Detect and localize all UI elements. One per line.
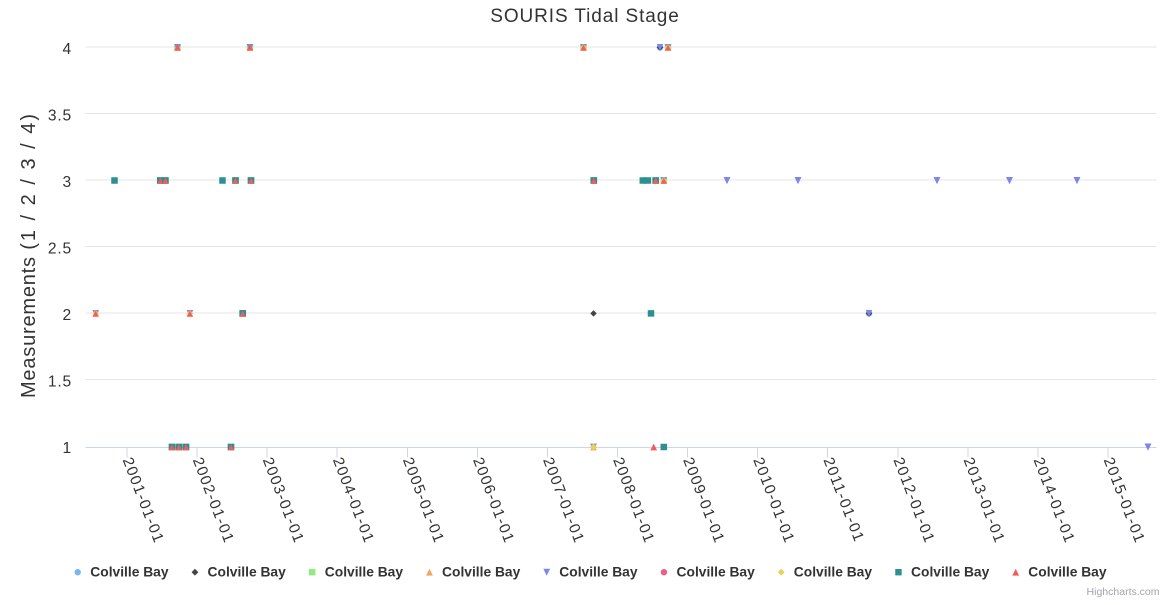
svg-text:SOURIS Tidal Stage: SOURIS Tidal Stage <box>490 6 679 27</box>
svg-text:Colville Bay: Colville Bay <box>90 565 169 580</box>
svg-text:Colville Bay: Colville Bay <box>559 565 638 580</box>
svg-text:Colville Bay: Colville Bay <box>208 565 287 580</box>
svg-text:Colville Bay: Colville Bay <box>325 565 404 580</box>
svg-text:1.5: 1.5 <box>48 374 72 391</box>
svg-text:Colville Bay: Colville Bay <box>794 565 873 580</box>
svg-text:Colville Bay: Colville Bay <box>911 565 990 580</box>
svg-text:Highcharts.com: Highcharts.com <box>1087 586 1160 598</box>
svg-text:Colville Bay: Colville Bay <box>677 565 756 580</box>
svg-text:Colville Bay: Colville Bay <box>442 565 521 580</box>
svg-text:2.5: 2.5 <box>48 241 72 258</box>
svg-text:1: 1 <box>63 440 72 457</box>
svg-text:4: 4 <box>63 41 72 58</box>
svg-text:Measurements (1 / 2 / 3 / 4): Measurements (1 / 2 / 3 / 4) <box>18 112 40 398</box>
svg-text:Colville Bay: Colville Bay <box>1028 565 1107 580</box>
svg-text:3: 3 <box>63 174 72 191</box>
svg-text:3.5: 3.5 <box>48 108 72 125</box>
svg-text:2: 2 <box>63 307 72 324</box>
